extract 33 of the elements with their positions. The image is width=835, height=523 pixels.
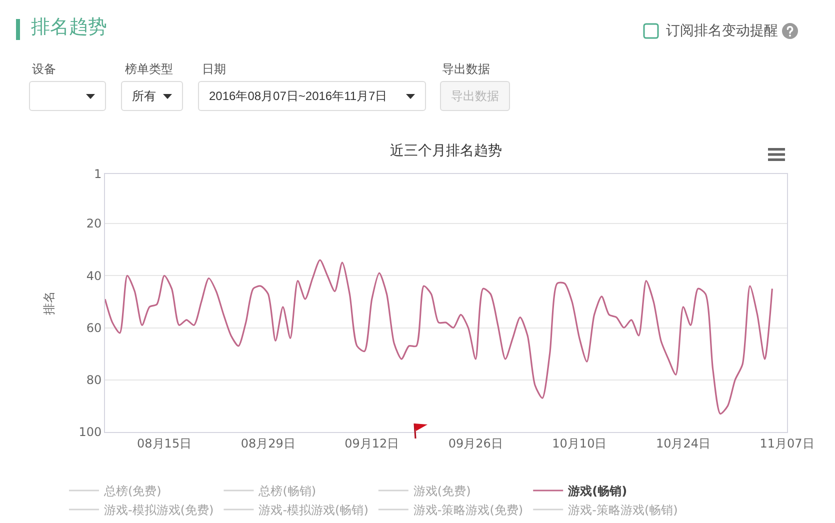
legend-label: 游戏(畅销) <box>567 484 628 498</box>
text: 导出数据 <box>442 61 490 77</box>
text: 日期 <box>202 61 226 77</box>
legend-label: 总榜(免费) <box>103 484 162 498</box>
y-tick-label: 80 <box>86 373 102 388</box>
x-tick-label: 08月29日 <box>240 436 296 450</box>
legend-label: 游戏(免费) <box>413 484 471 498</box>
legend-label: 游戏-模拟游戏(畅销) <box>258 503 368 518</box>
legend-label: 游戏-策略游戏(免费) <box>413 503 524 518</box>
y-tick-label: 1 <box>94 167 102 182</box>
x-tick-label: 10月10日 <box>552 436 607 450</box>
legend-label: 游戏-模拟游戏(免费) <box>104 503 214 518</box>
x-tick-label: 09月26日 <box>448 436 503 450</box>
y-tick-label: 40 <box>86 268 102 283</box>
y-tick-label: 100 <box>78 425 102 440</box>
chart-title: 近三个月排名趋势 <box>390 142 502 159</box>
x-tick-label: 09月12日 <box>344 436 400 450</box>
button: 导出数据 <box>440 81 510 111</box>
text: 排名趋势 <box>31 16 107 40</box>
line-series <box>105 259 773 415</box>
y-tick-label: 20 <box>86 216 102 231</box>
legend-label: 游戏-策略游戏(畅销) <box>568 503 678 518</box>
dropdown: 2016年08月07日~2016年11月7日 <box>198 81 426 111</box>
x-tick-label: 11月07日 <box>760 436 814 450</box>
x-tick-label: 08月15日 <box>137 436 192 450</box>
y-axis-title: 排名 <box>42 291 56 315</box>
text: 设备 <box>32 61 56 77</box>
legend-label: 总榜(畅销) <box>258 484 316 498</box>
text: 订阅排名变动提醒 <box>666 22 778 40</box>
dropdown: 所有 <box>121 81 183 111</box>
x-tick-label: 10月24日 <box>656 436 710 450</box>
text: 榜单类型 <box>125 61 173 77</box>
y-tick-label: 60 <box>86 320 102 335</box>
